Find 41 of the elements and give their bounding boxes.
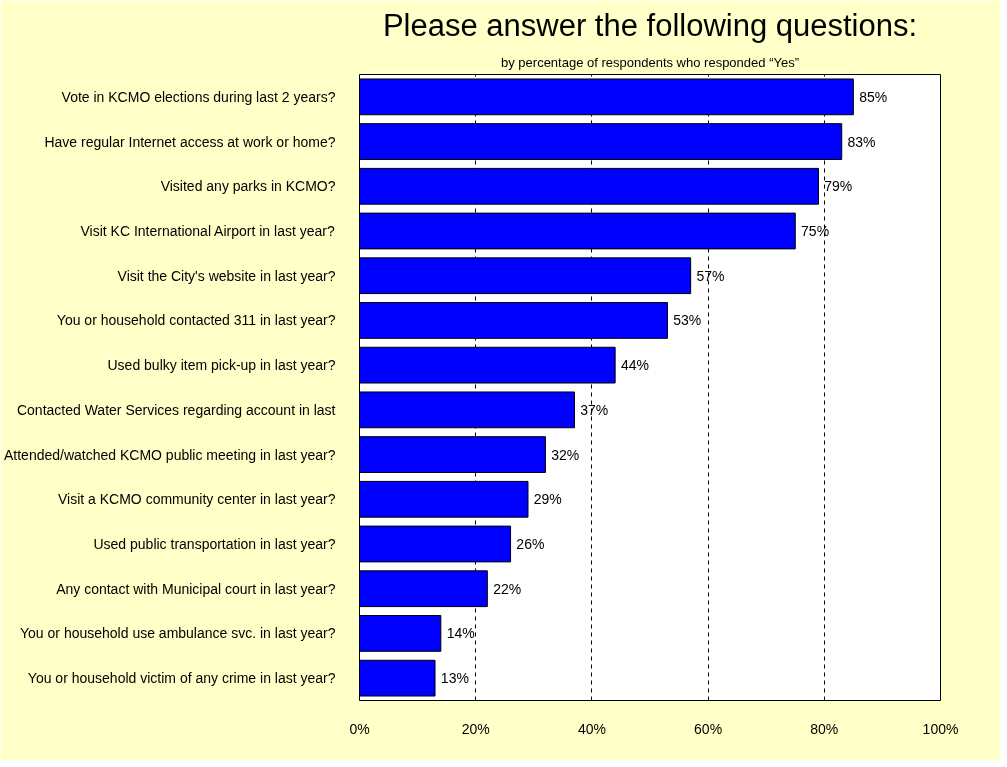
data-label: 37%: [580, 401, 609, 418]
data-label: 29%: [533, 491, 562, 508]
y-tick-label: Have regular Internet access at work or home?: [44, 133, 336, 150]
y-tick-label: Visit the City's website in last year?: [117, 267, 336, 284]
chart-title: Please answer the following questions:: [382, 7, 918, 43]
x-tick-label: 80%: [810, 720, 839, 737]
y-tick-label: Visit a KCMO community center in last year?: [58, 491, 336, 508]
data-label: 75%: [801, 223, 830, 239]
data-label: 85%: [859, 88, 888, 105]
y-tick-label: Attended/watched KCMO public meeting in last year?: [3, 446, 336, 463]
data-label: 26%: [516, 536, 545, 552]
data-label: 57%: [696, 267, 725, 284]
y-tick-label: Used bulky item pick-up in last year?: [107, 357, 336, 374]
data-label: 53%: [673, 312, 702, 329]
bar: [359, 480, 529, 518]
chart-subtitle: by percentage of respondents who responded “Yes”: [501, 54, 799, 70]
x-tick-label: 0%: [349, 720, 370, 737]
data-label: 14%: [446, 625, 475, 642]
y-tick-label: Contacted Water Services regarding account in last: [16, 401, 336, 418]
y-tick-label: You or household victim of any crime in last year?: [27, 670, 336, 687]
bar: [359, 257, 692, 295]
data-label: 44%: [620, 357, 649, 374]
data-label: 13%: [440, 670, 469, 687]
y-tick-label: Vote in KCMO elections during last 2 years?: [61, 88, 336, 105]
bar: [359, 659, 436, 697]
y-tick-label: You or household use ambulance svc. in last year?: [20, 625, 336, 642]
x-tick-label: 60%: [694, 720, 723, 737]
data-label: 32%: [551, 446, 580, 463]
x-tick-label: 40%: [577, 720, 606, 737]
y-tick-label: You or household contacted 311 in last year?: [56, 312, 336, 329]
y-tick-label: Visit KC International Airport in last year?: [80, 223, 335, 239]
bar: [359, 167, 819, 205]
y-tick-label: Visited any parks in KCMO?: [160, 178, 336, 195]
y-tick-label: Used public transportation in last year?: [93, 536, 336, 552]
x-tick-label: 100%: [922, 720, 959, 737]
data-label: 22%: [493, 580, 522, 597]
bar: [359, 615, 442, 652]
x-tick-label: 20%: [461, 720, 490, 737]
data-label: 83%: [847, 133, 876, 150]
data-label: 79%: [824, 178, 853, 195]
y-tick-label: Any contact with Municipal court in last year?: [56, 580, 336, 597]
